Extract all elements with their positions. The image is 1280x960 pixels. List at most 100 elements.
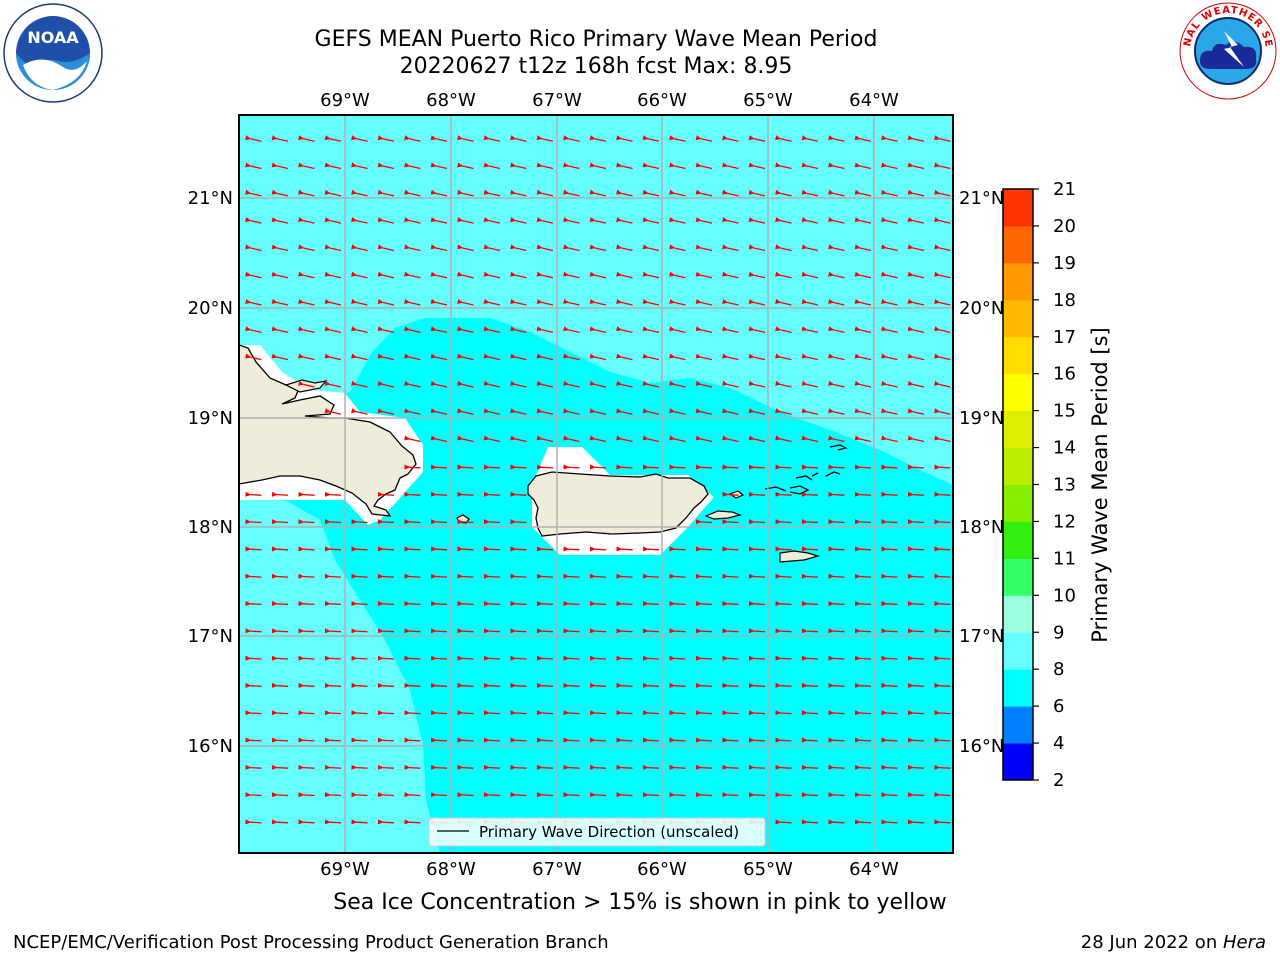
wave-arrow: [589, 546, 607, 552]
wave-arrow: [934, 189, 951, 197]
wave-arrow: [775, 792, 792, 798]
wave-arrow: [457, 546, 474, 552]
wave-arrow: [589, 764, 607, 770]
wave-arrow: [934, 819, 951, 825]
wave-arrow: [271, 519, 289, 525]
wave-arrow: [589, 408, 607, 415]
wave-arrow: [245, 519, 262, 525]
wave-arrow: [271, 326, 289, 333]
wave-arrow: [722, 573, 739, 579]
wave-arrow: [642, 764, 660, 770]
map-area: [239, 115, 953, 853]
lon-label: 64°W: [849, 90, 899, 111]
wave-arrow: [563, 628, 580, 634]
wave-arrow: [881, 573, 898, 579]
wave-arrow: [324, 655, 342, 661]
wave-arrow: [430, 408, 448, 415]
wave-arrow: [589, 353, 607, 361]
wave-arrow: [271, 244, 289, 252]
wave-arrow: [589, 710, 607, 716]
wave-arrow: [748, 737, 766, 743]
lat-label: 19°N: [959, 408, 1004, 429]
wave-arrow: [907, 464, 925, 470]
wave-arrow: [642, 244, 660, 252]
wave-arrow: [298, 217, 315, 224]
wave-arrow: [934, 353, 951, 361]
wave-arrow: [563, 464, 580, 470]
wave-arrow: [616, 682, 633, 688]
wave-arrow: [377, 628, 395, 634]
wave-arrow: [510, 244, 527, 252]
wave-arrow: [510, 299, 527, 306]
wave-arrow: [298, 380, 315, 388]
wave-arrow: [563, 573, 580, 579]
wave-arrow: [854, 819, 872, 825]
wave-arrow: [457, 464, 474, 470]
wave-arrow: [430, 135, 448, 142]
wave-arrow: [907, 353, 925, 361]
wave-arrow: [907, 189, 925, 197]
colorbar-tick-label: 17: [1053, 327, 1076, 348]
wave-arrow: [748, 271, 766, 279]
wave-arrow: [483, 217, 501, 224]
wave-arrow: [351, 819, 368, 825]
wave-arrow: [695, 271, 713, 279]
wave-arrow: [828, 710, 845, 716]
wave-arrow: [404, 682, 421, 688]
wave-arrow: [669, 353, 686, 361]
wave-arrow: [324, 519, 342, 525]
wave-arrow: [536, 408, 554, 415]
wave-arrow: [377, 546, 395, 552]
wave-arrow: [934, 519, 951, 525]
wave-arrow: [430, 271, 448, 279]
wave-arrow: [377, 601, 395, 607]
colorbar-segment: [1003, 558, 1033, 596]
wave-arrow: [642, 217, 660, 224]
wave-arrow: [351, 682, 368, 688]
wave-arrow: [642, 271, 660, 279]
lon-label: 69°W: [320, 90, 370, 111]
wave-arrow: [271, 353, 289, 361]
wave-arrow: [775, 710, 792, 716]
wave-arrow: [563, 353, 580, 361]
wave-arrow: [722, 601, 739, 607]
wave-arrow: [324, 819, 342, 825]
wave-arrow: [351, 573, 368, 579]
colorbar-tick-label: 13: [1053, 475, 1076, 496]
wave-arrow: [536, 628, 554, 634]
wave-arrow: [801, 380, 819, 388]
land-hispaniola: [239, 344, 417, 517]
wave-arrow: [828, 326, 845, 333]
wave-arrow: [351, 519, 368, 525]
wave-arrow: [245, 491, 262, 497]
footer-date-text: 28 Jun 2022 on: [1080, 932, 1223, 953]
wave-arrow: [616, 217, 633, 224]
colorbar-tick-label: 4: [1053, 733, 1064, 754]
wave-arrow: [669, 573, 686, 579]
wave-arrow: [563, 217, 580, 224]
wave-arrow: [801, 491, 819, 497]
wave-arrow: [351, 299, 368, 306]
wave-arrow: [642, 326, 660, 333]
wave-arrow: [377, 299, 395, 306]
wave-arrow: [457, 299, 474, 306]
wave-arrow: [722, 380, 739, 388]
wave-arrow: [298, 353, 315, 361]
wave-arrow: [695, 353, 713, 361]
wave-arrow: [483, 135, 501, 142]
wave-arrow: [430, 353, 448, 361]
wave-arrow: [510, 408, 527, 415]
wave-arrow: [934, 682, 951, 688]
wave-arrow: [430, 792, 448, 798]
wave-arrow: [483, 710, 501, 716]
wave-arrow: [457, 601, 474, 607]
wave-arrow: [351, 792, 368, 798]
wave-arrow: [430, 189, 448, 197]
wave-arrow: [881, 710, 898, 716]
wave-arrow: [245, 244, 262, 252]
colorbar-tick-label: 11: [1053, 548, 1076, 569]
colorbar-segment: [1003, 706, 1033, 744]
wave-arrow: [828, 353, 845, 361]
wave-arrow: [457, 244, 474, 252]
wave-arrow: [695, 326, 713, 333]
